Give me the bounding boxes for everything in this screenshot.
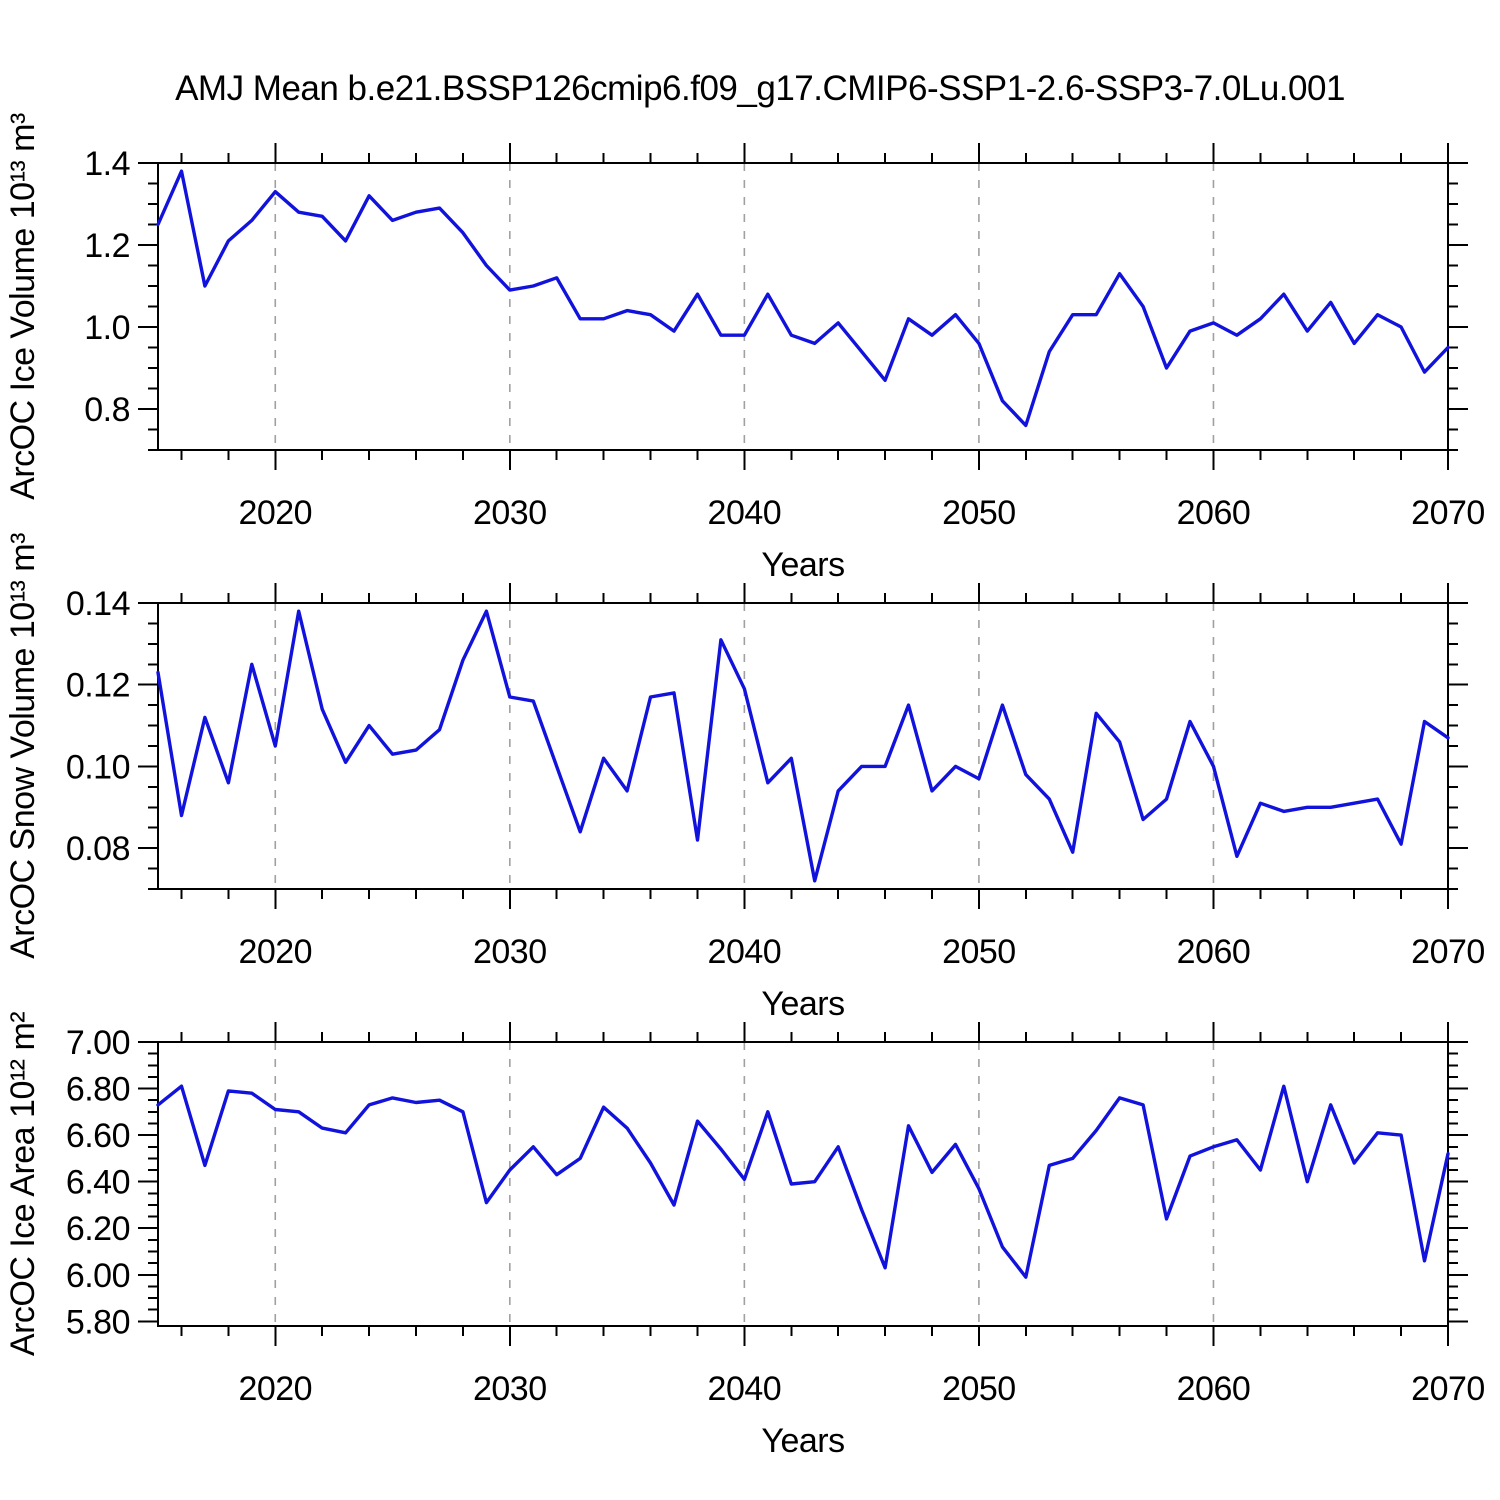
y-tick-label: 0.08 bbox=[66, 830, 130, 868]
x-tick-label: 2040 bbox=[708, 933, 782, 971]
y-tick-label: 6.20 bbox=[66, 1210, 130, 1248]
x-tick-label: 2070 bbox=[1411, 933, 1485, 971]
figure-title: AMJ Mean b.e21.BSSP126cmip6.f09_g17.CMIP… bbox=[175, 69, 1345, 108]
y-tick-label: 6.80 bbox=[66, 1071, 130, 1109]
plot-frame bbox=[156, 601, 1450, 891]
ice-area-line bbox=[156, 1084, 1450, 1279]
ice-volume-chart: 2020 2030 2040 2050 2060 2070 0.8 1.0 1.2 1.4 Year… bbox=[4, 113, 1485, 584]
snow-volume-chart: 2020 2030 2040 2050 2060 2070 0.08 0.10 0.12 0.14… bbox=[4, 533, 1485, 1023]
ice-volume-line bbox=[156, 169, 1450, 428]
ice-area-chart: 2020 2030 2040 2050 2060 2070 5.80 6.00 6.20 6.40… bbox=[4, 1012, 1485, 1460]
axis-ticks bbox=[138, 143, 1468, 470]
x-tick-label: 2040 bbox=[708, 1370, 782, 1408]
x-tick-label: 2050 bbox=[942, 1370, 1016, 1408]
tick-labels: 2020 2030 2040 2050 2060 2070 0.8 1.0 1.2 1.4 bbox=[84, 145, 1485, 532]
ice-area-xaxis-label: Years bbox=[761, 1422, 844, 1460]
x-tick-label: 2040 bbox=[708, 494, 782, 532]
y-tick-label: 6.60 bbox=[66, 1117, 130, 1155]
plot-frame bbox=[156, 161, 1450, 452]
tick-labels: 2020 2030 2040 2050 2060 2070 0.08 0.10 0.12 0.14 bbox=[66, 585, 1486, 971]
ice-volume-xaxis-label: Years bbox=[761, 546, 844, 584]
y-tick-label: 0.10 bbox=[66, 748, 130, 786]
y-tick-label: 6.00 bbox=[66, 1257, 130, 1295]
x-tick-label: 2060 bbox=[1177, 1370, 1251, 1408]
ice-volume-yaxis-label: ArcOC Ice Volume 10¹³ m³ bbox=[4, 113, 42, 500]
snow-volume-yaxis-label: ArcOC Snow Volume 10¹³ m³ bbox=[4, 533, 42, 959]
x-tick-label: 2020 bbox=[238, 494, 312, 532]
snow-volume-line bbox=[156, 609, 1450, 883]
y-tick-label: 1.4 bbox=[84, 145, 130, 183]
y-tick-label: 0.8 bbox=[84, 391, 130, 429]
tick-labels: 2020 2030 2040 2050 2060 2070 5.80 6.00 6.20 6.40… bbox=[66, 1024, 1486, 1408]
axis-ticks bbox=[138, 1022, 1468, 1346]
x-tick-label: 2050 bbox=[942, 494, 1016, 532]
x-tick-label: 2070 bbox=[1411, 494, 1485, 532]
x-tick-label: 2060 bbox=[1177, 494, 1251, 532]
y-tick-label: 6.40 bbox=[66, 1164, 130, 1202]
x-tick-label: 2030 bbox=[473, 1370, 547, 1408]
y-tick-label: 0.14 bbox=[66, 585, 130, 623]
snow-volume-xaxis-label: Years bbox=[761, 985, 844, 1023]
x-tick-label: 2030 bbox=[473, 933, 547, 971]
x-tick-label: 2020 bbox=[238, 1370, 312, 1408]
x-tick-label: 2070 bbox=[1411, 1370, 1485, 1408]
y-tick-label: 1.0 bbox=[84, 309, 130, 347]
x-tick-label: 2030 bbox=[473, 494, 547, 532]
ice-area-yaxis-label: ArcOC Ice Area 10¹² m² bbox=[4, 1012, 42, 1356]
x-tick-label: 2020 bbox=[238, 933, 312, 971]
x-tick-label: 2060 bbox=[1177, 933, 1251, 971]
plot-frame bbox=[156, 1040, 1450, 1328]
x-tick-label: 2050 bbox=[942, 933, 1016, 971]
y-tick-label: 1.2 bbox=[84, 227, 130, 265]
y-tick-label: 7.00 bbox=[66, 1024, 130, 1062]
y-tick-label: 5.80 bbox=[66, 1303, 130, 1341]
y-tick-label: 0.12 bbox=[66, 667, 130, 705]
axis-ticks bbox=[138, 583, 1468, 909]
